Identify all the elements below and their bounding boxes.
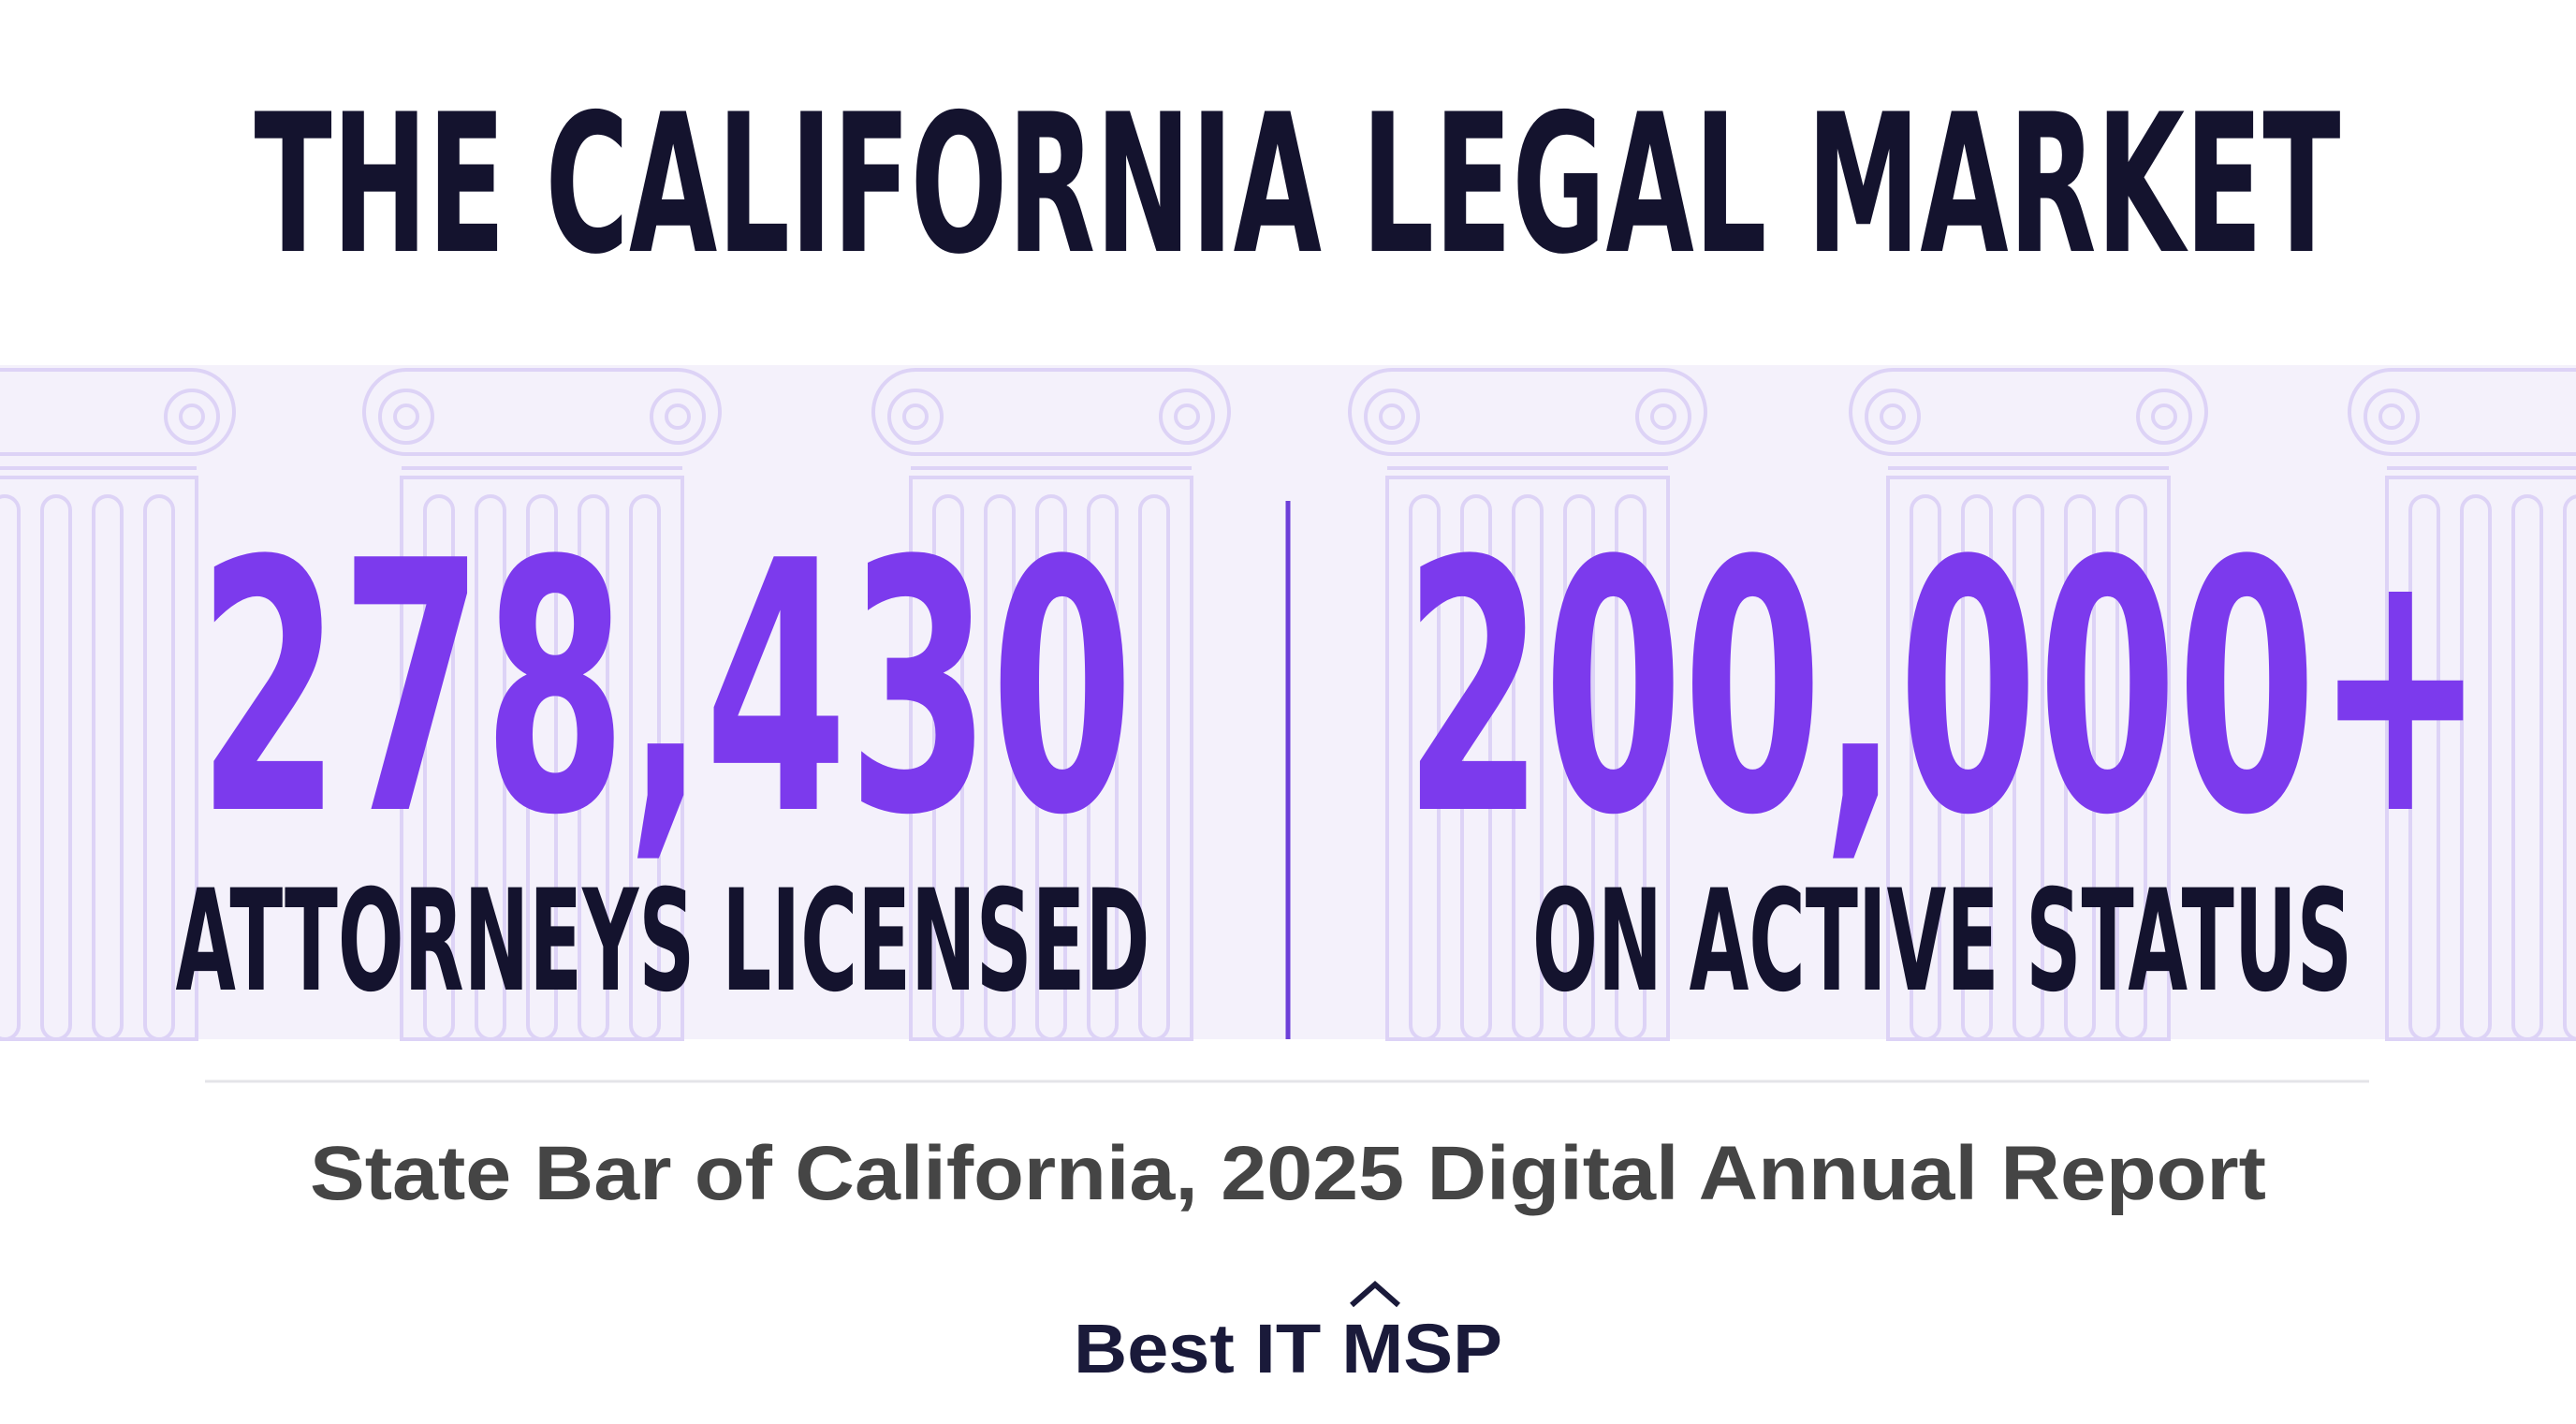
pillar-outline [2408, 494, 2440, 1041]
pillar-outline [1865, 389, 1921, 445]
pillar-outline [1138, 494, 1170, 1041]
pillar-outline [475, 494, 506, 1041]
stat-label: ATTORNEYS LICENSED [176, 860, 1150, 1023]
pillar-outline [1563, 494, 1595, 1041]
pillar-outline [1348, 368, 1707, 456]
pillar-outline [1615, 494, 1647, 1041]
pillar-outline [1409, 494, 1441, 1041]
pillar-outline [1159, 389, 1215, 445]
pillar-outline [902, 404, 929, 430]
pillar-outline [0, 494, 21, 1041]
brand-logo: Best IT MSP [1074, 1310, 1502, 1387]
stat-value: 200,000+ [1404, 489, 2484, 891]
pillar-outline [0, 368, 236, 456]
pillar-outline [578, 494, 609, 1041]
pillar-outline [2136, 389, 2192, 445]
pillar-outline [871, 368, 1231, 456]
pillar-outline [2064, 494, 2096, 1041]
brand-caret [1350, 1281, 1400, 1308]
pillar-outline [1379, 404, 1405, 430]
pillar-outline [984, 494, 1016, 1041]
pillar-outline [629, 494, 661, 1041]
source-note: State Bar of California, 2025 Digital An… [310, 1131, 2266, 1216]
pillar-outline [526, 494, 558, 1041]
pillar-outline [1910, 494, 1941, 1041]
pillar-outline [2012, 494, 2044, 1041]
pillar-outline [2115, 494, 2147, 1041]
pillar-outline [665, 404, 691, 430]
pillar-outline [1650, 404, 1676, 430]
pillar-outline [1174, 404, 1200, 430]
pillar-outline [1364, 389, 1420, 445]
pillar-outline [1961, 494, 1993, 1041]
pillar-outline [2460, 494, 2492, 1041]
pillar-outline [179, 404, 205, 430]
title: THE CALIFORNIA LEGAL MARKET [255, 74, 2341, 297]
pillar-outline [2378, 404, 2405, 430]
pillar-outline [2563, 494, 2576, 1041]
pillar-outline [650, 389, 706, 445]
pillar-outline [1635, 389, 1691, 445]
pillar-outline [1087, 494, 1119, 1041]
pillar-outline [2348, 368, 2576, 456]
pillar-outline [2364, 389, 2420, 445]
pillar-outline [362, 368, 722, 456]
pillar-outline [1035, 494, 1067, 1041]
pillar-outline [423, 494, 455, 1041]
stat-label: ON ACTIVE STATUS [1532, 860, 2352, 1023]
pillar-outline [1849, 368, 2208, 456]
pillar-outline [887, 389, 944, 445]
pillar-outline [932, 494, 964, 1041]
stat-value: 278,430 [198, 489, 1134, 891]
pillar-outline [1460, 494, 1492, 1041]
pillar-outline [2151, 404, 2177, 430]
pillar-decoration [0, 368, 2576, 1041]
pillar-outline [92, 494, 124, 1041]
pillar-outline [2511, 494, 2543, 1041]
pillar-outline [1512, 494, 1544, 1041]
pillar-outline [378, 389, 434, 445]
pillar-outline [143, 494, 175, 1041]
pillar-outline [1880, 404, 1906, 430]
pillar-outline [164, 389, 220, 445]
pillar-outline [393, 404, 419, 430]
pillar-outline [40, 494, 72, 1041]
